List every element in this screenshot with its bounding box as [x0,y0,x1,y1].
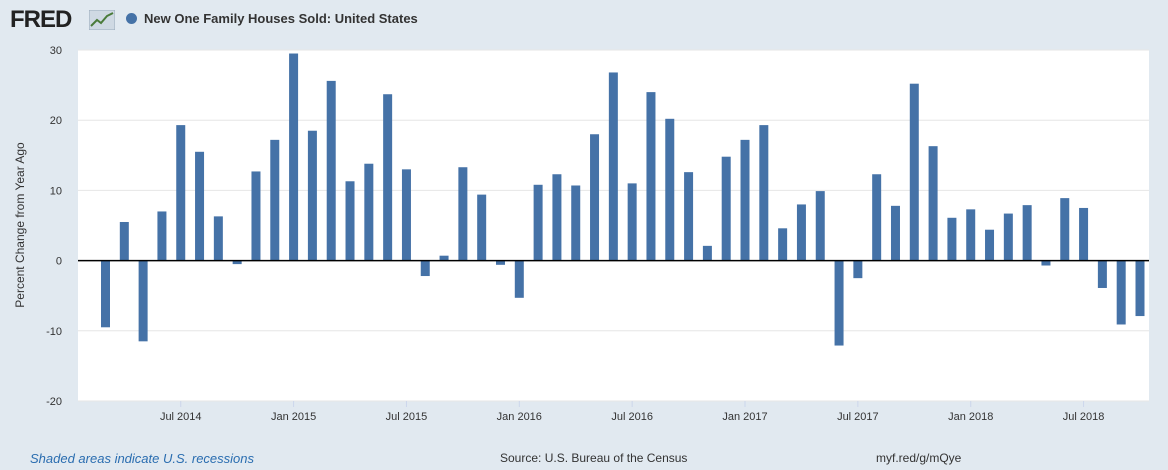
chart-title: New One Family Houses Sold: United State… [144,11,418,26]
short-url-link[interactable]: myf.red/g/mQye [876,451,962,465]
bar[interactable] [101,260,110,328]
x-tick-label: Jul 2018 [1063,411,1105,423]
y-axis-ticks: 30 20 10 0 -10 -20 [46,45,62,408]
bar-series [101,53,1145,346]
x-tick-label: Jul 2017 [837,411,879,423]
legend-marker [126,13,137,24]
chart-header: FRED New One Family Houses Sold: United … [0,0,1168,40]
bar[interactable] [778,228,788,261]
bar[interactable] [928,146,938,261]
bar[interactable] [1079,207,1089,261]
bar[interactable] [420,260,430,277]
bar[interactable] [608,72,618,261]
bar[interactable] [834,260,844,346]
bar[interactable] [119,221,129,261]
trend-line-icon [89,10,115,30]
y-tick-label: 0 [56,256,62,268]
y-tick-label: 10 [50,185,62,197]
bar[interactable] [514,260,524,298]
bar[interactable] [702,245,712,261]
bar[interactable] [684,172,694,261]
bar[interactable] [627,183,637,261]
x-tick-label: Jan 2015 [271,411,316,423]
bar[interactable] [157,211,167,261]
bar[interactable] [759,125,769,261]
bar[interactable] [1041,260,1051,266]
x-tick-label: Jan 2018 [948,411,993,423]
bar[interactable] [590,134,600,261]
bar[interactable] [439,255,449,261]
bar[interactable] [1097,260,1107,288]
bar[interactable] [213,216,223,261]
bar[interactable] [646,92,656,261]
bar[interactable] [138,260,148,342]
bar[interactable] [364,163,374,261]
x-tick-label: Jan 2017 [722,411,767,423]
bar[interactable] [966,209,976,261]
x-axis-ticks: Jul 2014 Jan 2015 Jul 2015 Jan 2016 Jul 2016… [160,401,1104,423]
chart-svg: 30 20 10 0 -10 -20 Jul 2014 Jan 2015 Jul 2015 Ja… [13,45,1149,423]
bar[interactable] [326,80,336,261]
y-tick-label: 20 [50,115,62,127]
recession-note-link[interactable]: Shaded areas indicate U.S. recessions [30,451,255,466]
y-tick-label: -20 [46,396,62,408]
bar[interactable] [1003,213,1013,261]
bar[interactable] [289,53,299,261]
bar[interactable] [495,260,505,265]
bar[interactable] [721,156,731,261]
bar[interactable] [270,139,280,261]
bar[interactable] [947,217,957,261]
bar[interactable] [1116,260,1126,325]
bar[interactable] [985,229,995,261]
bar[interactable] [552,174,562,261]
source-text: Source: U.S. Bureau of the Census [500,451,688,465]
y-tick-label: -10 [46,326,62,338]
bar[interactable] [251,171,261,261]
bar[interactable] [1022,205,1032,261]
bar[interactable] [890,205,900,261]
x-tick-label: Jan 2016 [497,411,542,423]
bar[interactable] [815,191,825,261]
bar[interactable] [571,185,581,261]
bar[interactable] [796,204,806,261]
bar[interactable] [307,130,317,261]
bar[interactable] [533,184,543,261]
bar[interactable] [401,169,411,261]
bar[interactable] [872,174,882,261]
bar[interactable] [383,94,393,261]
bar[interactable] [740,139,750,261]
bar[interactable] [345,181,355,261]
bar[interactable] [176,125,186,261]
x-tick-label: Jul 2015 [386,411,428,423]
bar[interactable] [909,83,919,261]
x-tick-label: Jul 2014 [160,411,202,423]
bar[interactable] [665,118,675,261]
bar[interactable] [458,167,468,261]
bar[interactable] [1135,260,1145,317]
x-tick-label: Jul 2016 [611,411,653,423]
bar[interactable] [232,260,242,265]
bar[interactable] [853,260,863,279]
bar[interactable] [477,194,487,261]
fred-logo[interactable]: FRED [10,6,72,33]
bar[interactable] [1060,198,1070,261]
y-axis-title: Percent Change from Year Ago [13,142,27,308]
bar[interactable] [195,151,205,261]
y-tick-label: 30 [50,45,62,57]
